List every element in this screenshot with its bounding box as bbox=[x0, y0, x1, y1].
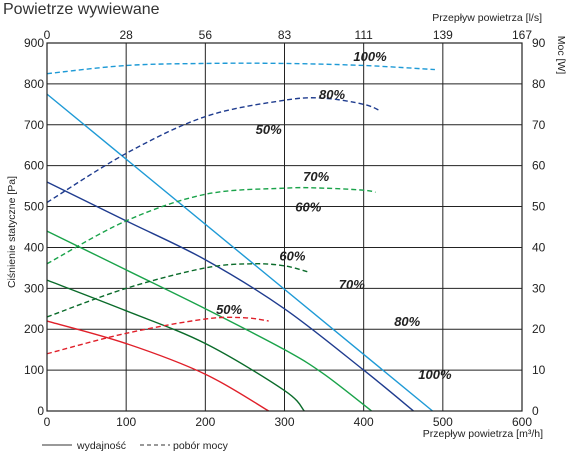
plot-frame bbox=[46, 42, 523, 412]
y2-tick-label: 10 bbox=[532, 363, 546, 377]
curve-label: 70% bbox=[303, 169, 329, 184]
x-tick-label: 400 bbox=[354, 415, 374, 429]
power-curve-60pct bbox=[46, 263, 309, 318]
y-tick-label: 300 bbox=[24, 281, 44, 295]
x-tick-label: 300 bbox=[274, 415, 294, 429]
curve-label: 80% bbox=[319, 87, 345, 102]
y-tick-label: 800 bbox=[24, 77, 44, 91]
y2-tick-label: 40 bbox=[532, 240, 546, 254]
y2-tick-label: 70 bbox=[532, 118, 546, 132]
x-tick-label: 100 bbox=[116, 415, 136, 429]
legend-label-solid: wydajność bbox=[76, 440, 126, 452]
x2-tick-label: 0 bbox=[44, 28, 51, 42]
curve-label: 70% bbox=[339, 277, 365, 292]
y2-tick-label: 90 bbox=[532, 36, 546, 50]
x2-tick-label: 28 bbox=[119, 28, 133, 42]
y2-tick-label: 50 bbox=[532, 200, 546, 214]
y2-tick-label: 80 bbox=[532, 77, 546, 91]
x2-tick-label: 139 bbox=[433, 28, 453, 42]
grid-layer bbox=[46, 42, 523, 412]
curve-label: 60% bbox=[295, 200, 321, 215]
x2-tick-label: 111 bbox=[355, 28, 374, 42]
curve-labels-layer: 100% 80% 70% 60% 50% 100% 80% 70% 60% 50% bbox=[216, 49, 452, 382]
x-axis-label: Przepływ powietrza [m³/h] bbox=[423, 428, 543, 440]
curve-label: 50% bbox=[256, 122, 282, 137]
y2-tick-label: 30 bbox=[532, 281, 546, 295]
pressure-curve-100pct bbox=[46, 93, 433, 412]
curve-label: 50% bbox=[216, 302, 242, 317]
curve-label: 80% bbox=[394, 314, 420, 329]
y-axis-label: Ciśnienie statyczne [Pa] bbox=[6, 176, 18, 288]
y2-tick-label: 60 bbox=[532, 159, 546, 173]
x-tick-label: 600 bbox=[512, 415, 532, 429]
curve-label: 100% bbox=[353, 49, 387, 64]
x-tick-label: 500 bbox=[433, 415, 453, 429]
y2-tick-label: 20 bbox=[532, 322, 546, 336]
y-tick-label: 200 bbox=[24, 322, 44, 336]
power-curve-50pct bbox=[46, 316, 269, 355]
pressure-curve-70pct bbox=[46, 230, 373, 412]
y-tick-label: 400 bbox=[24, 240, 44, 254]
x-tick-label: 200 bbox=[195, 415, 215, 429]
curve-label: 100% bbox=[418, 367, 452, 382]
chart-title: Powietrze wywiewane bbox=[3, 1, 160, 18]
x2-tick-label: 56 bbox=[199, 28, 213, 42]
x2-tick-label: 167 bbox=[512, 28, 532, 42]
power-curve-100pct bbox=[46, 62, 435, 75]
legend-label-dashed: pobór mocy bbox=[173, 440, 229, 452]
x2-tick-label: 83 bbox=[278, 28, 292, 42]
legend: wydajność pobór mocy bbox=[42, 440, 229, 452]
y2-tick-label: 0 bbox=[532, 404, 539, 418]
pressure-curve-50pct bbox=[46, 320, 270, 412]
y2-axis-label: Moc [W] bbox=[555, 36, 567, 75]
power-curve-70pct bbox=[46, 186, 376, 265]
y-tick-label: 100 bbox=[24, 363, 44, 377]
pressure-curve-80pct bbox=[46, 181, 414, 412]
y-tick-label: 0 bbox=[37, 404, 44, 418]
y-tick-label: 500 bbox=[24, 200, 44, 214]
x-tick-label: 0 bbox=[44, 415, 51, 429]
curve-label: 60% bbox=[279, 249, 305, 264]
pressure-curve-60pct bbox=[46, 279, 305, 412]
y-tick-label: 600 bbox=[24, 159, 44, 173]
curves-layer bbox=[46, 62, 435, 412]
x2-axis-label: Przepływ powietrza [l/s] bbox=[432, 12, 542, 24]
y-tick-label: 700 bbox=[24, 118, 44, 132]
power-curve-80pct bbox=[46, 97, 380, 204]
y-tick-label: 900 bbox=[24, 36, 44, 50]
